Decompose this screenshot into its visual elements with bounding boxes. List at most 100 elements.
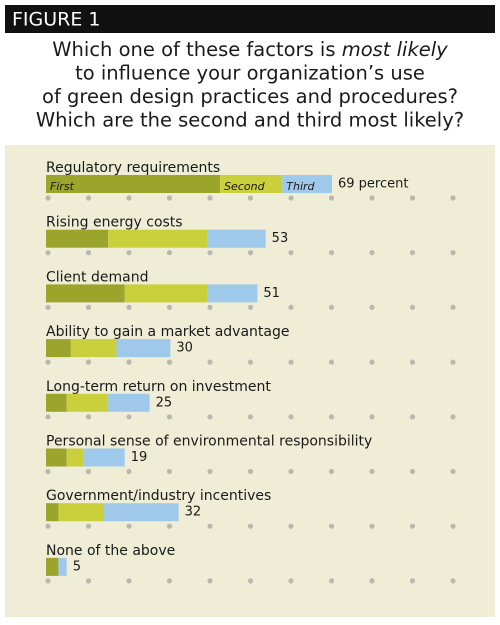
- legend-label: Second: [224, 180, 265, 193]
- total-label: 5: [73, 559, 81, 574]
- dot: [369, 359, 375, 365]
- total-label: 51: [263, 286, 280, 301]
- dot: [207, 359, 213, 365]
- total-label: 25: [156, 395, 173, 410]
- bar-segment: [83, 448, 125, 467]
- dot: [288, 523, 294, 529]
- dot: [369, 304, 375, 310]
- dot: [207, 250, 213, 256]
- dot: [85, 250, 92, 256]
- dot: [166, 304, 173, 310]
- dot: [288, 578, 294, 584]
- dot: [45, 304, 51, 310]
- dot: [45, 250, 51, 256]
- category-label: Client demand: [46, 269, 148, 285]
- dot: [409, 578, 416, 584]
- total-label: 53: [272, 231, 289, 246]
- dot: [85, 414, 92, 420]
- dot: [328, 523, 335, 529]
- total-label: 32: [185, 505, 202, 520]
- dot: [85, 304, 92, 310]
- dot: [450, 195, 456, 201]
- bar-segment: [207, 229, 266, 248]
- dot: [409, 523, 416, 529]
- dot: [450, 414, 456, 420]
- dot: [85, 359, 92, 365]
- dot-grid: [45, 195, 456, 584]
- dot: [207, 578, 213, 584]
- dot: [288, 250, 294, 256]
- dot: [328, 359, 335, 365]
- plot: Regulatory requirements First Second Third 6…: [46, 160, 408, 576]
- dot: [328, 250, 335, 256]
- title-line: Which one of these factors is most likel…: [52, 38, 448, 61]
- title-line: Which are the second and third most like…: [36, 108, 464, 131]
- bar-segment: [104, 503, 179, 522]
- dot: [166, 414, 173, 420]
- dot: [288, 468, 294, 475]
- dot: [126, 250, 132, 256]
- legend-label: Third: [286, 180, 315, 193]
- dot: [85, 578, 92, 584]
- dot: [328, 195, 335, 201]
- bar-segment: [108, 393, 150, 412]
- bar-segment: [46, 284, 125, 303]
- dot: [369, 250, 375, 256]
- dot: [126, 195, 132, 201]
- bar-segment: [124, 284, 208, 303]
- dot: [247, 195, 254, 201]
- header-bar: [5, 5, 495, 33]
- dot: [85, 523, 92, 529]
- title-part: most likely: [342, 38, 448, 61]
- dot: [207, 523, 213, 529]
- dot: [247, 523, 254, 529]
- bar-segment: [46, 448, 67, 467]
- bar-segment: [46, 503, 59, 522]
- dot: [166, 195, 173, 201]
- dot: [247, 359, 254, 365]
- dot: [207, 304, 213, 310]
- dot: [328, 304, 335, 310]
- dot: [247, 468, 254, 475]
- title-part: Which are the second and third most like…: [36, 108, 464, 131]
- dot: [450, 578, 456, 584]
- bar-segment: [207, 284, 258, 303]
- legend-label: First: [50, 180, 75, 193]
- dot: [369, 523, 375, 529]
- title-part: Which one of these factors is: [52, 38, 341, 61]
- bar-segment: [46, 339, 71, 358]
- bar-segment: [46, 175, 221, 193]
- dot: [45, 523, 51, 529]
- dot: [409, 304, 416, 310]
- dot: [126, 414, 132, 420]
- header: FIGURE 1: [12, 9, 101, 31]
- dot: [450, 250, 456, 256]
- bar-segment: [66, 393, 109, 412]
- dot: [328, 468, 335, 475]
- dot: [409, 468, 416, 475]
- category-label: Personal sense of environmental responsi…: [46, 434, 372, 450]
- dot: [247, 304, 254, 310]
- dot: [450, 304, 456, 310]
- category-label: Ability to gain a market advantage: [46, 324, 289, 340]
- dot: [126, 304, 132, 310]
- dot: [409, 414, 416, 420]
- dot: [369, 468, 375, 475]
- bar-segment: [116, 339, 171, 358]
- title-line: to influence your organization’s use: [75, 61, 425, 84]
- dot: [369, 195, 375, 201]
- dot: [247, 250, 254, 256]
- dot: [247, 414, 254, 420]
- dot: [45, 195, 51, 201]
- dot: [247, 578, 254, 584]
- category-label: None of the above: [46, 543, 175, 559]
- bar-segment: [282, 175, 333, 193]
- bar-segment: [46, 557, 59, 576]
- total-label: 30: [176, 341, 193, 356]
- title-part: to influence your organization’s use: [75, 61, 425, 84]
- dot: [450, 523, 456, 529]
- bar-segment: [58, 503, 105, 522]
- dot: [207, 195, 213, 201]
- dot: [369, 578, 375, 584]
